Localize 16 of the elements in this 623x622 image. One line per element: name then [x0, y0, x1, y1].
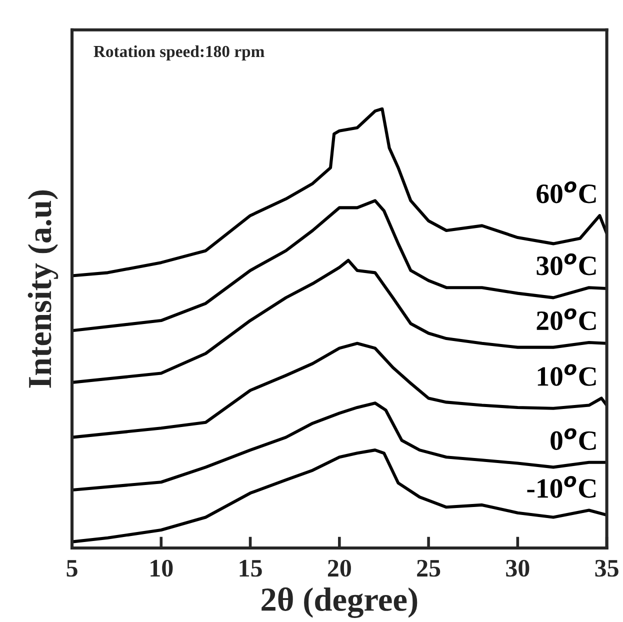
x-tick-label: 10	[150, 560, 173, 577]
x-axis-title: 2θ (degree)	[262, 587, 418, 618]
series-label: -10$^{o}$C	[527, 476, 596, 498]
x-tick-label: 20	[328, 560, 351, 577]
x-tick-label: 30	[506, 560, 530, 577]
x-tick-label: 35	[595, 560, 618, 577]
x-tick-label: 25	[417, 560, 440, 577]
series-label: 0$^{o}$C	[550, 428, 596, 450]
text: Rotation speed:180 rpm	[94, 45, 264, 61]
series-label: 10$^{o}$C	[538, 364, 596, 386]
series-label: 30$^{o}$C	[536, 253, 596, 276]
x-tick-label: 15	[240, 560, 262, 577]
series-label: 20$^{o}$C	[536, 308, 596, 330]
series-label: 60$^{o}$C	[536, 181, 596, 204]
x-tick-label: 5	[66, 560, 78, 577]
y-axis-title: Intensity (a.u)	[28, 190, 58, 388]
